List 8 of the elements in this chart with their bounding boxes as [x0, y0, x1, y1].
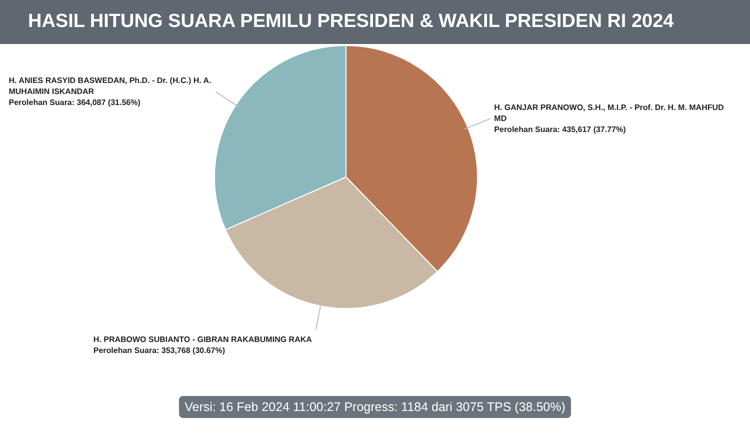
text: Versi: 16 Feb 2024 11:00:27 Progress: 1184 dari 3075 TPS (38.50%) — [178, 396, 572, 418]
data-label: Perolehan Suara: 353,768 (30.67%) — [93, 346, 226, 355]
data-label: Perolehan Suara: 435,617 (37.77%) — [494, 124, 626, 134]
slice-label: H. ANIES RASYID BASWEDAN, Ph.D. - Dr. (H.C.) H. A. MUHAIMIN ISKANDAR — [8, 76, 212, 96]
slice-label: H. PRABOWO SUBIANTO - GIBRAN RAKABUMING RAKA — [93, 334, 312, 344]
chart-title: HASIL HITUNG SUARA PEMILU PRESIDEN & WAKIL PRESIDEN RI 2024 — [0, 0, 750, 44]
data-label: Perolehan Suara: 364,087 (31.56%) — [8, 98, 141, 108]
slice-label: H. GANJAR PRANOWO, S.H., M.I.P. - Prof. Dr. H. M. MAHFUD MD — [494, 102, 724, 123]
